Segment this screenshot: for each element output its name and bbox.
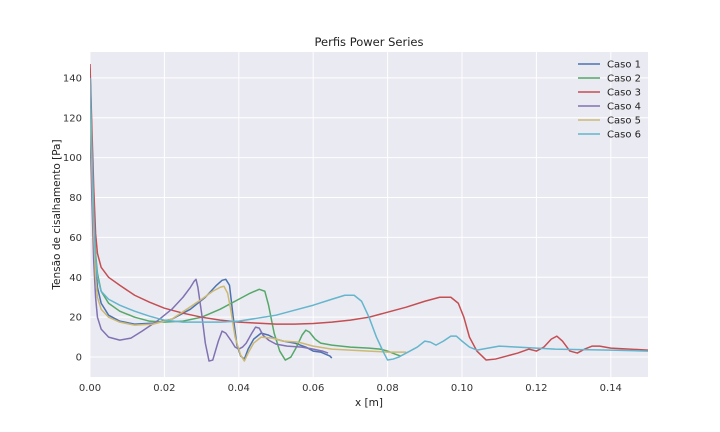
legend-label: Caso 3 [607,88,641,99]
series-line-caso-2 [90,67,401,361]
legend-label: Caso 6 [607,130,641,141]
legend-label: Caso 2 [607,74,641,85]
series-line-caso-3 [90,63,648,361]
y-tick-label: 120 [63,113,82,124]
x-tick-label: 0.00 [79,383,101,394]
series-line-caso-1 [90,97,333,360]
y-tick-label: 80 [69,193,82,204]
series-line-caso-6 [90,77,648,361]
x-tick-label: 0.08 [376,383,398,394]
legend-label: Caso 1 [607,60,641,71]
x-tick-label: 0.14 [600,383,622,394]
y-tick-label: 40 [69,273,82,284]
x-tick-label: 0.06 [302,383,324,394]
legend-label: Caso 4 [607,102,641,113]
y-tick-label: 60 [69,233,82,244]
x-tick-label: 0.02 [153,383,175,394]
legend-label: Caso 5 [607,116,641,127]
y-tick-labels: 0 20 40 60 80 100 120 140 [63,73,82,363]
y-axis-label: Tensão de cisalhamento [Pa] [51,139,63,290]
x-tick-label: 0.10 [451,383,473,394]
chart-title: Perfis Power Series [314,35,423,49]
y-tick-label: 140 [63,73,82,84]
x-axis-label: x [m] [355,397,383,409]
y-tick-label: 20 [69,313,82,324]
x-tick-label: 0.04 [228,383,250,394]
series-lines [90,63,648,362]
plot-area [90,52,648,377]
x-tick-label: 0.12 [525,383,547,394]
series-line-caso-5 [90,107,407,362]
y-tick-label: 0 [76,353,82,364]
y-tick-label: 100 [63,153,82,164]
x-tick-labels: 0.00 0.02 0.04 0.06 0.08 0.10 0.12 0.14 [79,383,622,394]
legend: Caso 1 Caso 2 Caso 3 Caso 4 Caso 5 Caso 6 [578,60,641,141]
